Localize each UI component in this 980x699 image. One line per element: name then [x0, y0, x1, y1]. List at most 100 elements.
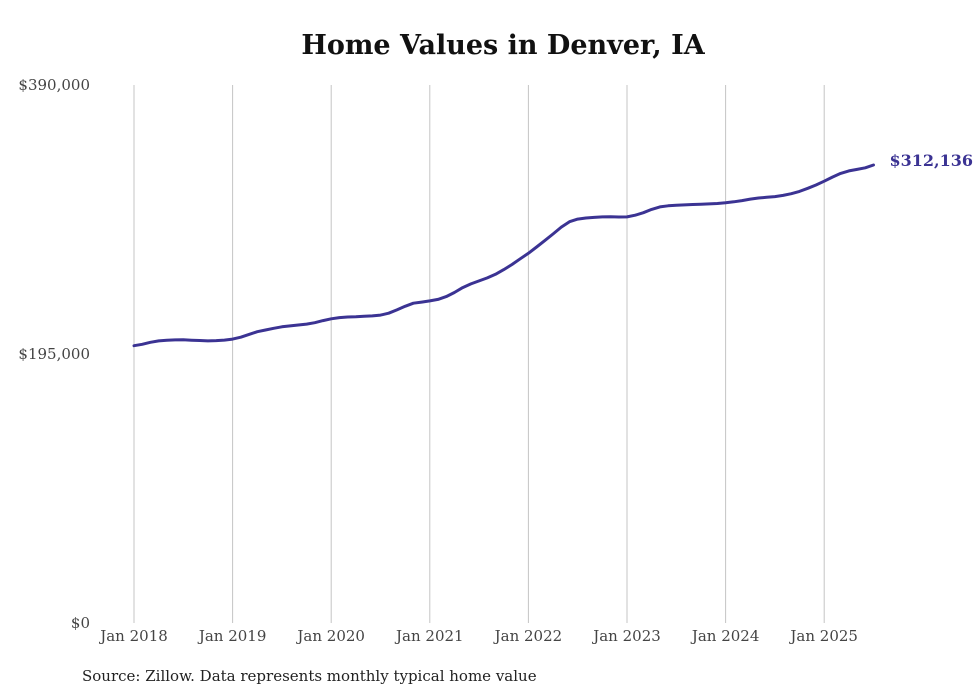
data-point: [601, 215, 604, 218]
data-point: [806, 187, 809, 190]
data-point: [815, 184, 818, 187]
annotation-layer: $312,136: [890, 151, 974, 170]
data-point: [248, 333, 251, 336]
data-point: [461, 286, 464, 289]
data-point: [634, 214, 637, 217]
data-point: [264, 329, 267, 332]
y-tick-label: $0: [71, 614, 90, 632]
data-point: [757, 197, 760, 200]
line-chart: $0$195,000$390,000 Jan 2018 Jan 2019 Jan 2…: [18, 76, 974, 645]
data-point: [272, 327, 275, 330]
data-point: [190, 339, 193, 342]
data-point: [773, 195, 776, 198]
y-tick-label: $390,000: [18, 76, 90, 94]
data-point: [338, 316, 341, 319]
source-note: Source: Zillow. Data represents monthly …: [82, 667, 537, 685]
home-value-line: [132, 163, 875, 348]
data-point: [387, 312, 390, 315]
x-tick-label: Jan 2020: [295, 627, 365, 645]
data-point: [658, 205, 661, 208]
x-tick-label: Jan 2018: [98, 627, 168, 645]
data-point: [667, 204, 670, 207]
data-point: [856, 168, 859, 171]
data-point: [469, 282, 472, 285]
data-point: [494, 273, 497, 276]
data-point: [568, 220, 571, 223]
data-point: [831, 176, 834, 179]
data-point: [790, 192, 793, 195]
data-point: [478, 279, 481, 282]
data-point: [864, 166, 867, 169]
chart-title: Home Values in Denver, IA: [301, 30, 705, 61]
x-tick-label: Jan 2025: [788, 627, 858, 645]
data-point: [404, 305, 407, 308]
data-point: [617, 216, 620, 219]
data-point: [626, 215, 629, 218]
data-point: [519, 257, 522, 260]
data-point: [412, 302, 415, 305]
data-point: [691, 203, 694, 206]
data-point: [798, 190, 801, 193]
data-point: [363, 315, 366, 318]
data-point: [847, 169, 850, 172]
data-point: [182, 338, 185, 341]
data-point: [708, 202, 711, 205]
data-point: [839, 172, 842, 175]
data-point: [683, 203, 686, 206]
x-tick-label: Jan 2019: [197, 627, 267, 645]
data-point: [141, 343, 144, 346]
x-tick-label: Jan 2021: [394, 627, 464, 645]
data-point: [527, 252, 530, 255]
x-tick-label: Jan 2023: [591, 627, 661, 645]
data-point: [453, 291, 456, 294]
x-tick-label: Jan 2022: [493, 627, 563, 645]
data-point: [486, 276, 489, 279]
data-point: [420, 301, 423, 304]
data-point: [535, 246, 538, 249]
y-axis-ticks: $0 $195,000 $390,000: [18, 76, 90, 632]
data-point: [560, 226, 563, 229]
data-point: [346, 316, 349, 319]
data-point: [157, 339, 160, 342]
data-point: [609, 215, 612, 218]
series-layer: [132, 163, 875, 348]
data-point: [133, 344, 136, 347]
data-point: [741, 199, 744, 202]
data-point: [174, 338, 177, 341]
data-point: [206, 339, 209, 342]
data-point: [215, 339, 218, 342]
gridlines: [133, 85, 825, 623]
data-point: [280, 325, 283, 328]
data-point: [584, 217, 587, 220]
data-point: [198, 339, 201, 342]
data-point: [716, 202, 719, 205]
data-point: [765, 196, 768, 199]
data-point: [371, 314, 374, 317]
data-point: [552, 233, 555, 236]
data-point: [823, 180, 826, 183]
data-point: [445, 295, 448, 298]
data-point: [724, 201, 727, 204]
data-point: [239, 336, 242, 339]
data-point: [231, 338, 234, 341]
data-point: [305, 323, 308, 326]
data-point: [543, 239, 546, 242]
x-axis-ticks: Jan 2018 Jan 2019 Jan 2020 Jan 2021 Jan 2022…: [98, 627, 858, 645]
data-point: [289, 324, 292, 327]
data-point: [437, 298, 440, 301]
data-point: [313, 321, 316, 324]
data-point: [223, 339, 226, 342]
data-point: [395, 308, 398, 311]
data-point: [576, 218, 579, 221]
x-tick-label: Jan 2024: [690, 627, 760, 645]
data-point: [379, 314, 382, 317]
data-point: [165, 339, 168, 342]
y-tick-label: $195,000: [18, 345, 90, 363]
end-value-label: $312,136: [890, 151, 974, 170]
data-point: [256, 330, 259, 333]
data-point: [749, 198, 752, 201]
data-point: [642, 211, 645, 214]
data-point: [297, 324, 300, 327]
data-point: [675, 204, 678, 207]
data-point: [782, 194, 785, 197]
